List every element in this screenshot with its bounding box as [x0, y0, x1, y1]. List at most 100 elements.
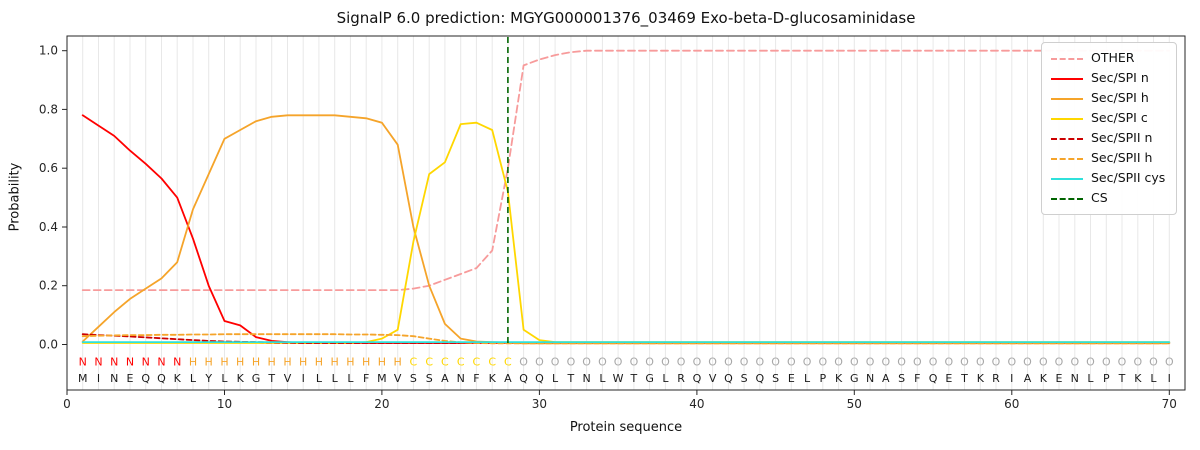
residue-letter: F — [473, 372, 479, 385]
residue-letter: K — [1040, 372, 1048, 385]
region-letter: O — [677, 356, 686, 369]
region-letter: O — [614, 356, 623, 369]
region-letter: N — [173, 356, 181, 369]
residue-letter: L — [332, 372, 339, 385]
region-letter: O — [929, 356, 938, 369]
region-letter: H — [315, 356, 323, 369]
residue-letter: N — [582, 372, 590, 385]
region-letter: O — [755, 356, 764, 369]
series-line-other — [81, 49, 1171, 292]
residue-letter: W — [613, 372, 624, 385]
residue-letter: S — [426, 372, 433, 385]
residue-letter: T — [267, 372, 275, 385]
residue-letter: V — [284, 372, 292, 385]
legend-label: Sec/SPII n — [1091, 130, 1153, 146]
residue-letter: N — [866, 372, 874, 385]
x-tick-label: 60 — [1004, 397, 1019, 411]
region-letter: C — [473, 356, 481, 369]
legend-label: Sec/SPI h — [1091, 90, 1149, 106]
residue-letter: L — [1150, 372, 1157, 385]
legend-label: Sec/SPII cys — [1091, 170, 1166, 186]
residue-letter: M — [78, 372, 88, 385]
legend-item-sec-spii-cys: Sec/SPII cys — [1051, 171, 1165, 186]
y-tick-label: 0.6 — [39, 161, 58, 175]
region-letter: O — [567, 356, 576, 369]
y-tick-label: 0.0 — [39, 338, 58, 352]
residue-letter: Q — [157, 372, 166, 385]
region-letter: H — [378, 356, 386, 369]
region-letter: N — [110, 356, 118, 369]
residue-letter: E — [945, 372, 952, 385]
legend-label: Sec/SPII h — [1091, 150, 1153, 166]
residue-letter: L — [552, 372, 559, 385]
region-letter: N — [79, 356, 87, 369]
residue-letter: L — [316, 372, 323, 385]
region-letter: C — [425, 356, 433, 369]
region-letter: H — [394, 356, 402, 369]
residue-letter: V — [709, 372, 717, 385]
region-letter: O — [1039, 356, 1048, 369]
region-letter: O — [724, 356, 733, 369]
region-letter: O — [771, 356, 780, 369]
region-letter: O — [1118, 356, 1127, 369]
residue-letter: I — [302, 372, 305, 385]
legend-item-cs: CS — [1051, 191, 1165, 206]
region-letter: O — [630, 356, 639, 369]
residue-letter: L — [804, 372, 811, 385]
residue-letter: F — [914, 372, 920, 385]
region-letter: N — [142, 356, 150, 369]
region-letter: O — [1165, 356, 1174, 369]
residue-letter: S — [410, 372, 417, 385]
region-letter: H — [189, 356, 197, 369]
region-letter: O — [551, 356, 560, 369]
region-letter: O — [992, 356, 1001, 369]
residue-letter: L — [347, 372, 354, 385]
residue-letter: Q — [141, 372, 150, 385]
region-letter: O — [1055, 356, 1064, 369]
region-letter: O — [881, 356, 890, 369]
region-letter: H — [346, 356, 354, 369]
x-tick-label: 40 — [689, 397, 704, 411]
y-tick-label: 0.8 — [39, 102, 58, 116]
residue-letter: E — [127, 372, 134, 385]
region-letter: H — [220, 356, 228, 369]
region-letter: O — [1149, 356, 1158, 369]
residue-letter: T — [630, 372, 638, 385]
residue-letter: A — [504, 372, 512, 385]
legend-item-sec-spi-h: Sec/SPI h — [1051, 91, 1165, 106]
residue-letter: P — [819, 372, 826, 385]
x-tick-label: 10 — [217, 397, 232, 411]
residue-letter: A — [882, 372, 890, 385]
legend-line-sample — [1051, 177, 1083, 180]
residue-letter: Y — [204, 372, 212, 385]
legend-item-sec-spii-n: Sec/SPII n — [1051, 131, 1165, 146]
y-tick-label: 0.2 — [39, 279, 58, 293]
region-letter: C — [441, 356, 449, 369]
region-letter: N — [94, 356, 102, 369]
y-tick-label: 1.0 — [39, 44, 58, 58]
residue-letter: A — [1024, 372, 1032, 385]
region-letter: H — [299, 356, 307, 369]
region-letter: O — [582, 356, 591, 369]
region-letter: O — [818, 356, 827, 369]
legend-label: Sec/SPI n — [1091, 70, 1149, 86]
region-letter: H — [331, 356, 339, 369]
region-letter: O — [1102, 356, 1111, 369]
legend-line-sample — [1051, 97, 1083, 100]
series-line-sec-spi-c — [81, 121, 1171, 344]
region-letter: H — [283, 356, 291, 369]
legend-line-sample — [1051, 117, 1083, 120]
x-tick-label: 70 — [1162, 397, 1177, 411]
chart-title: SignalP 6.0 prediction: MGYG000001376_03… — [336, 9, 916, 27]
residue-letter: S — [741, 372, 748, 385]
residue-letter: L — [1087, 372, 1094, 385]
x-axis-label: Protein sequence — [569, 420, 683, 435]
residue-letter: L — [221, 372, 228, 385]
region-letter: O — [598, 356, 607, 369]
region-letter: O — [960, 356, 969, 369]
residue-letter: N — [110, 372, 118, 385]
residue-letter: Q — [929, 372, 938, 385]
region-letter: O — [645, 356, 654, 369]
